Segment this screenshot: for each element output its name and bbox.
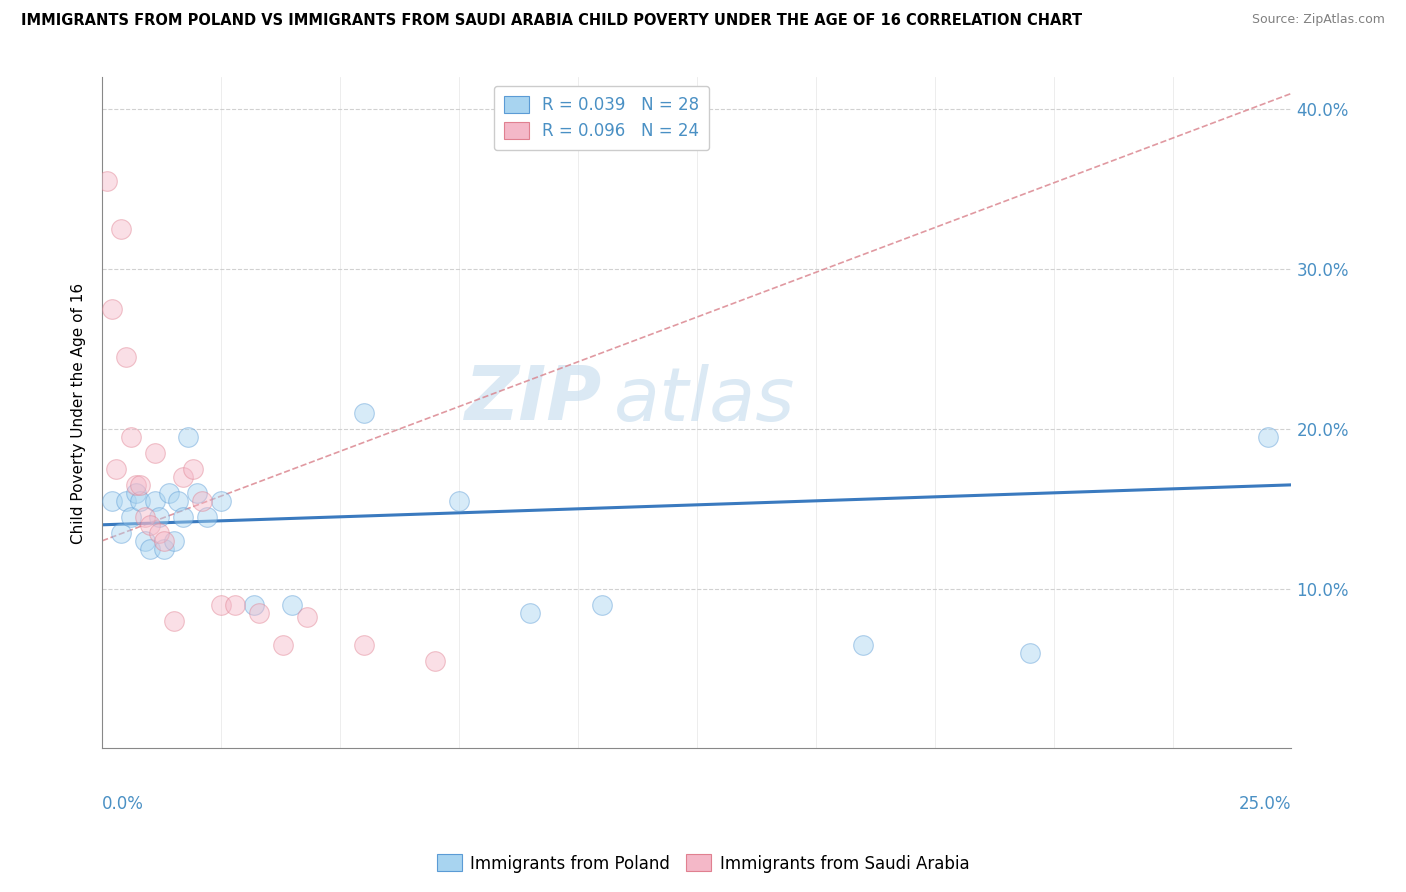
Point — [224, 598, 246, 612]
Point — [195, 509, 218, 524]
Legend: Immigrants from Poland, Immigrants from Saudi Arabia: Immigrants from Poland, Immigrants from … — [430, 847, 976, 880]
Point — [852, 638, 875, 652]
Point — [153, 541, 176, 556]
Point — [162, 533, 184, 548]
Point — [134, 509, 156, 524]
Y-axis label: Child Poverty Under the Age of 16: Child Poverty Under the Age of 16 — [72, 283, 86, 543]
Legend: R = 0.039   N = 28, R = 0.096   N = 24: R = 0.039 N = 28, R = 0.096 N = 24 — [494, 86, 710, 151]
Point — [153, 533, 176, 548]
Point — [129, 478, 152, 492]
Point — [139, 517, 162, 532]
Point — [100, 302, 122, 317]
Point — [177, 430, 200, 444]
Point — [157, 486, 180, 500]
Point — [124, 478, 146, 492]
Point — [186, 486, 208, 500]
Text: Source: ZipAtlas.com: Source: ZipAtlas.com — [1251, 13, 1385, 27]
Text: 0.0%: 0.0% — [103, 796, 143, 814]
Point — [172, 509, 194, 524]
Point — [209, 493, 232, 508]
Text: IMMIGRANTS FROM POLAND VS IMMIGRANTS FROM SAUDI ARABIA CHILD POVERTY UNDER THE A: IMMIGRANTS FROM POLAND VS IMMIGRANTS FRO… — [21, 13, 1083, 29]
Point — [129, 493, 152, 508]
Point — [519, 606, 541, 620]
Point — [172, 470, 194, 484]
Point — [100, 493, 122, 508]
Point — [247, 606, 270, 620]
Point — [353, 406, 375, 420]
Text: atlas: atlas — [613, 364, 794, 435]
Point — [105, 462, 128, 476]
Point — [139, 541, 162, 556]
Point — [143, 446, 166, 460]
Point — [1018, 646, 1040, 660]
Point — [209, 598, 232, 612]
Point — [115, 350, 138, 364]
Point — [271, 638, 294, 652]
Point — [124, 486, 146, 500]
Point — [447, 493, 470, 508]
Point — [148, 509, 170, 524]
Point — [143, 493, 166, 508]
Point — [295, 610, 318, 624]
Point — [148, 525, 170, 540]
Point — [591, 598, 613, 612]
Point — [281, 598, 304, 612]
Point — [181, 462, 204, 476]
Point — [162, 614, 184, 628]
Point — [243, 598, 266, 612]
Point — [110, 222, 132, 236]
Point — [425, 654, 447, 668]
Point — [353, 638, 375, 652]
Point — [110, 525, 132, 540]
Point — [96, 174, 118, 188]
Point — [1257, 430, 1279, 444]
Point — [191, 493, 214, 508]
Point — [120, 509, 142, 524]
Point — [115, 493, 138, 508]
Text: 25.0%: 25.0% — [1239, 796, 1292, 814]
Text: ZIP: ZIP — [464, 363, 602, 436]
Point — [120, 430, 142, 444]
Point — [134, 533, 156, 548]
Point — [167, 493, 190, 508]
